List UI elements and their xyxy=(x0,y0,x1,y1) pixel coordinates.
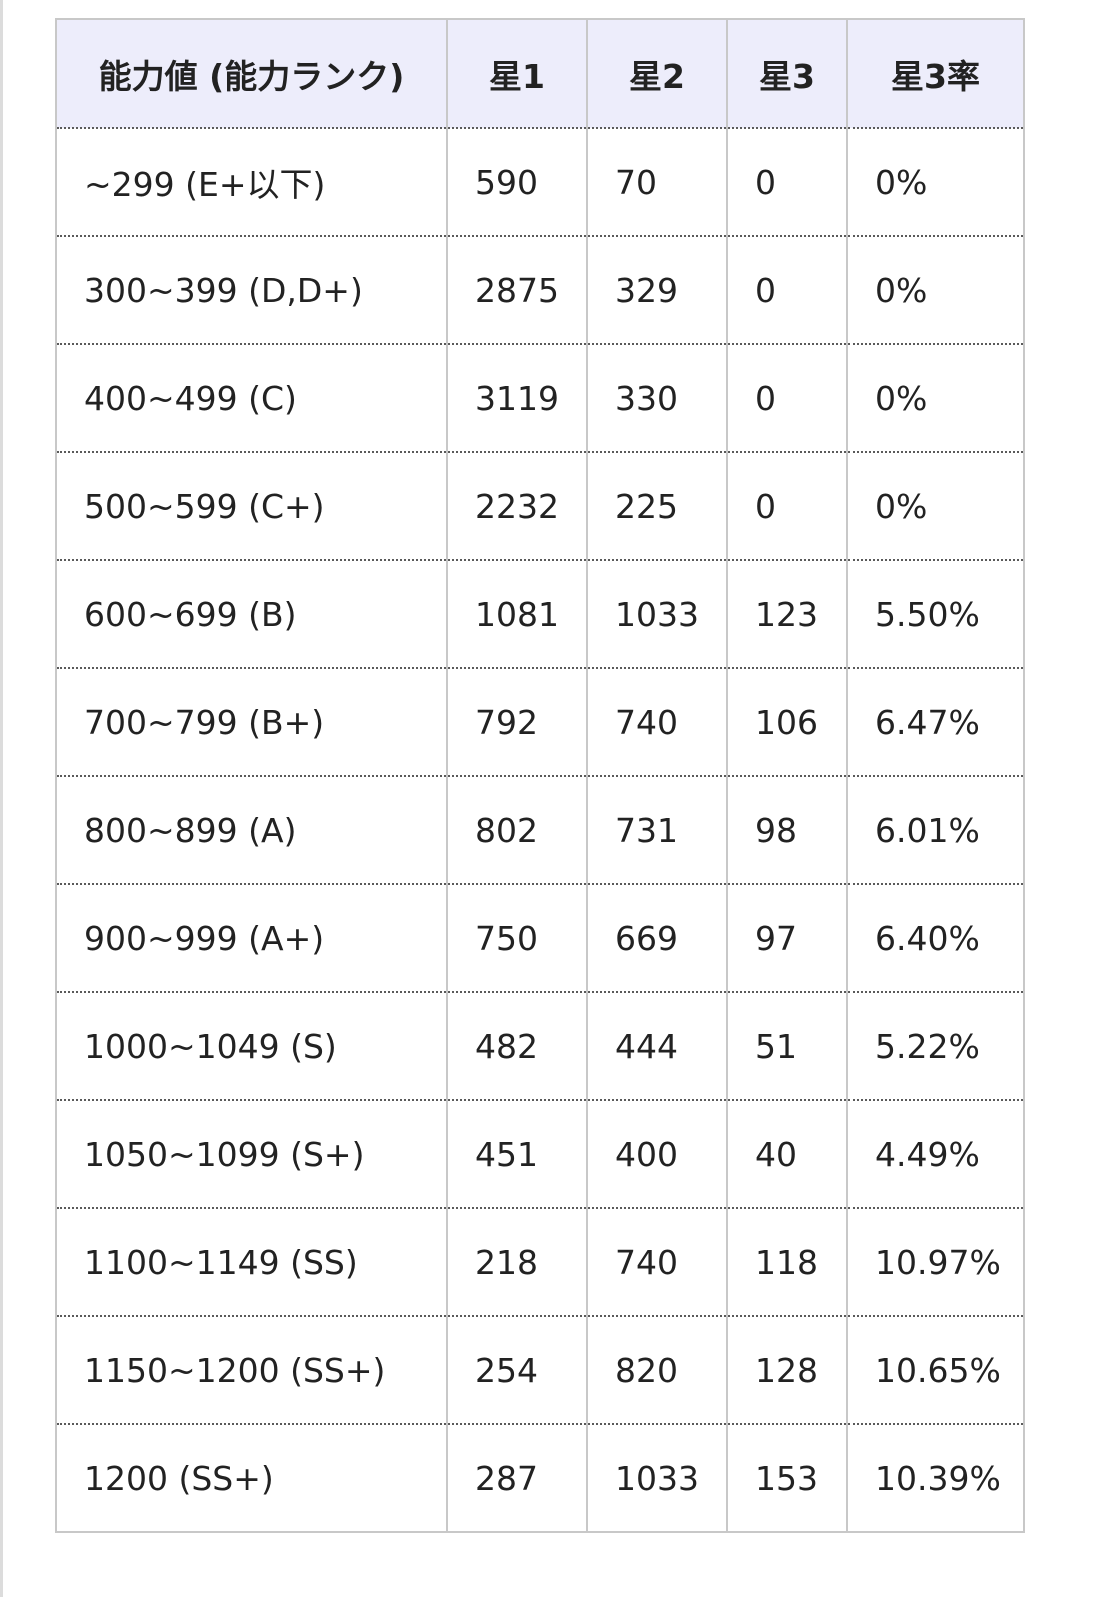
star1-cell: 590 xyxy=(446,128,588,237)
ability-rank-cell: 1100~1149 (SS) xyxy=(55,1208,448,1317)
ability-rank-cell: 300~399 (D,D+) xyxy=(55,236,448,345)
star1-cell: 2875 xyxy=(446,236,588,345)
ability-rank-cell: ~299 (E+以下) xyxy=(55,128,448,237)
star1-cell: 750 xyxy=(446,884,588,993)
star1-cell: 792 xyxy=(446,668,588,777)
star3-rate-cell: 6.40% xyxy=(846,884,1025,993)
star1-cell: 1081 xyxy=(446,560,588,669)
ability-rank-cell: 900~999 (A+) xyxy=(55,884,448,993)
table-header-row: 能力値 (能力ランク) 星1 星2 星3 星3率 xyxy=(55,19,1025,129)
ability-rank-cell: 500~599 (C+) xyxy=(55,452,448,561)
table-row: 400~499 (C) 3119 330 0 0% xyxy=(55,344,1025,453)
star2-cell: 330 xyxy=(586,344,728,453)
star3-rate-cell: 5.50% xyxy=(846,560,1025,669)
star2-cell: 400 xyxy=(586,1100,728,1209)
star3-cell: 123 xyxy=(726,560,848,669)
table-row: 800~899 (A) 802 731 98 6.01% xyxy=(55,776,1025,885)
star2-cell: 740 xyxy=(586,668,728,777)
star2-cell: 444 xyxy=(586,992,728,1101)
star3-cell: 118 xyxy=(726,1208,848,1317)
star3-cell: 0 xyxy=(726,344,848,453)
star1-cell: 218 xyxy=(446,1208,588,1317)
star2-cell: 740 xyxy=(586,1208,728,1317)
star2-cell: 329 xyxy=(586,236,728,345)
table-row: 1050~1099 (S+) 451 400 40 4.49% xyxy=(55,1100,1025,1209)
star2-cell: 70 xyxy=(586,128,728,237)
table-row: 600~699 (B) 1081 1033 123 5.50% xyxy=(55,560,1025,669)
star3-cell: 98 xyxy=(726,776,848,885)
header-star1: 星1 xyxy=(446,19,588,129)
star3-cell: 0 xyxy=(726,236,848,345)
header-star3: 星3 xyxy=(726,19,848,129)
star3-cell: 153 xyxy=(726,1424,848,1533)
ability-rank-cell: 800~899 (A) xyxy=(55,776,448,885)
table-row: 1100~1149 (SS) 218 740 118 10.97% xyxy=(55,1208,1025,1317)
star2-cell: 731 xyxy=(586,776,728,885)
table-row: 500~599 (C+) 2232 225 0 0% xyxy=(55,452,1025,561)
header-star2: 星2 xyxy=(586,19,728,129)
ability-rank-cell: 600~699 (B) xyxy=(55,560,448,669)
page-left-border xyxy=(0,0,3,1597)
table-row: ~299 (E+以下) 590 70 0 0% xyxy=(55,128,1025,237)
table-row: 1000~1049 (S) 482 444 51 5.22% xyxy=(55,992,1025,1101)
star2-cell: 820 xyxy=(586,1316,728,1425)
star1-cell: 802 xyxy=(446,776,588,885)
star3-rate-cell: 0% xyxy=(846,128,1025,237)
star3-rate-cell: 6.01% xyxy=(846,776,1025,885)
ability-rank-cell: 1050~1099 (S+) xyxy=(55,1100,448,1209)
star3-rate-cell: 5.22% xyxy=(846,992,1025,1101)
star3-rate-cell: 4.49% xyxy=(846,1100,1025,1209)
header-ability-rank: 能力値 (能力ランク) xyxy=(55,19,448,129)
star3-rate-cell: 0% xyxy=(846,344,1025,453)
star2-cell: 225 xyxy=(586,452,728,561)
ability-rank-cell: 1000~1049 (S) xyxy=(55,992,448,1101)
ability-rank-cell: 400~499 (C) xyxy=(55,344,448,453)
ability-rank-cell: 1200 (SS+) xyxy=(55,1424,448,1533)
star3-cell: 40 xyxy=(726,1100,848,1209)
table-body: ~299 (E+以下) 590 70 0 0% 300~399 (D,D+) 2875 329… xyxy=(55,128,1025,1533)
ability-rank-cell: 1150~1200 (SS+) xyxy=(55,1316,448,1425)
star3-rate-cell: 10.65% xyxy=(846,1316,1025,1425)
rank-star-table: 能力値 (能力ランク) 星1 星2 星3 星3率 ~299 (E+以下) 590 7… xyxy=(55,18,1025,1533)
star3-cell: 0 xyxy=(726,452,848,561)
star1-cell: 482 xyxy=(446,992,588,1101)
star3-rate-cell: 6.47% xyxy=(846,668,1025,777)
star3-rate-cell: 0% xyxy=(846,236,1025,345)
star3-cell: 51 xyxy=(726,992,848,1101)
star2-cell: 1033 xyxy=(586,1424,728,1533)
table-row: 900~999 (A+) 750 669 97 6.40% xyxy=(55,884,1025,993)
star3-cell: 128 xyxy=(726,1316,848,1425)
star1-cell: 3119 xyxy=(446,344,588,453)
star1-cell: 287 xyxy=(446,1424,588,1533)
star3-cell: 0 xyxy=(726,128,848,237)
star3-rate-cell: 10.97% xyxy=(846,1208,1025,1317)
ability-rank-cell: 700~799 (B+) xyxy=(55,668,448,777)
star3-rate-cell: 0% xyxy=(846,452,1025,561)
star1-cell: 451 xyxy=(446,1100,588,1209)
table-row: 1200 (SS+) 287 1033 153 10.39% xyxy=(55,1424,1025,1533)
table-row: 1150~1200 (SS+) 254 820 128 10.65% xyxy=(55,1316,1025,1425)
star2-cell: 669 xyxy=(586,884,728,993)
table-row: 300~399 (D,D+) 2875 329 0 0% xyxy=(55,236,1025,345)
star1-cell: 2232 xyxy=(446,452,588,561)
star1-cell: 254 xyxy=(446,1316,588,1425)
table-row: 700~799 (B+) 792 740 106 6.47% xyxy=(55,668,1025,777)
star2-cell: 1033 xyxy=(586,560,728,669)
star3-cell: 97 xyxy=(726,884,848,993)
header-star3-rate: 星3率 xyxy=(846,19,1025,129)
star3-cell: 106 xyxy=(726,668,848,777)
star3-rate-cell: 10.39% xyxy=(846,1424,1025,1533)
